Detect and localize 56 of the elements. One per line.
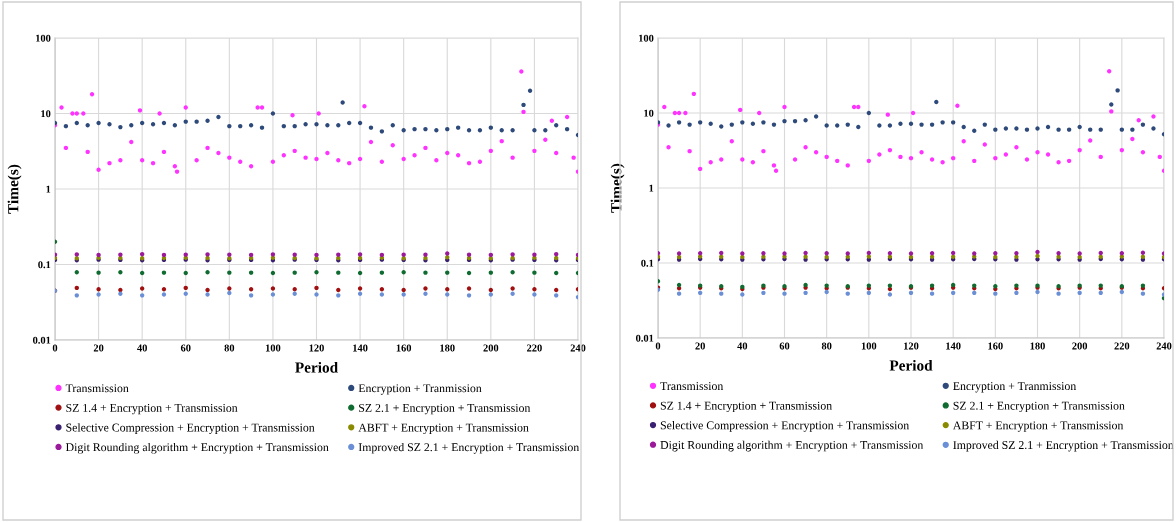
y-tick-label: 1 (46, 185, 51, 193)
legend-label: Encryption + Tranmission (358, 384, 482, 395)
x-tick-label: 180 (440, 344, 455, 352)
x-tick-label: 0 (655, 342, 661, 350)
x-tick-label: 220 (527, 344, 542, 352)
x-tick-label: 80 (821, 342, 832, 350)
y-tick-label: 0.01 (33, 336, 51, 344)
x-tick-label: 140 (946, 342, 961, 350)
y-tick-label: 0.1 (641, 259, 654, 267)
x-tick-label: 40 (737, 342, 748, 350)
y-tick-label: 10 (644, 109, 654, 117)
x-tick-label: 100 (861, 342, 877, 350)
x-tick-label: 20 (93, 344, 104, 352)
x-tick-label: 100 (265, 344, 281, 352)
x-tick-label: 140 (353, 344, 368, 352)
y-tick-label: 10 (41, 110, 51, 118)
legend-label: Digit Rounding algorithm + Encryption + Transmission (65, 442, 329, 454)
legend-label: Improved SZ 2.1 + Encryption + Transmission (953, 440, 1174, 452)
legend-label: Transmission (65, 384, 129, 393)
y-tick-label: 0.1 (38, 261, 51, 269)
x-tick-label: 220 (1114, 342, 1130, 350)
x-tick-label: 20 (695, 342, 705, 350)
legend-label: SZ 1.4 + Encryption + Transmission (660, 401, 832, 413)
x-tick-label: 120 (904, 342, 919, 350)
y-tick-label: 100 (36, 34, 51, 42)
y-tick-label: 0.01 (636, 334, 654, 342)
x-tick-label: 60 (180, 344, 191, 352)
x-tick-label: 40 (137, 344, 147, 352)
x-tick-label: 0 (52, 344, 58, 352)
legend-label: SZ 2.1 + Encryption + Transmission (359, 403, 531, 415)
y-tick-label: 100 (639, 34, 654, 42)
x-tick-label: 80 (224, 344, 235, 352)
legend-label: ABFT + Encryption + Transmission (358, 423, 529, 434)
y-axis-title: Time(s) (7, 164, 22, 214)
legend-label: Transmission (660, 382, 724, 391)
x-tick-label: 240 (570, 344, 586, 352)
legend-label: Selective Compression + Encryption + Transmission (660, 420, 910, 432)
legend-label: Selective Compression + Encryption + Transmission (66, 423, 315, 434)
legend-label: Digit Rounding algorithm + Encryption + Transmission (660, 440, 924, 452)
legend-label: ABFT + Encryption + Transmission (952, 421, 1124, 432)
x-tick-label: 120 (309, 344, 324, 352)
y-tick-label: 1 (649, 184, 654, 192)
legend-label: Improved SZ 2.1 + Encryption + Transmission (358, 442, 580, 454)
x-tick-label: 240 (1156, 342, 1172, 350)
x-tick-label: 160 (396, 344, 412, 352)
legend-label: SZ 1.4 + Encryption + Transmission (66, 403, 238, 415)
x-tick-label: 60 (779, 342, 790, 350)
legend-label: Encryption + Tranmission (953, 382, 1077, 393)
x-axis-title: Period (295, 361, 338, 373)
x-axis-title: Period (889, 359, 933, 371)
legend-label: SZ 2.1 + Encryption + Transmission (953, 401, 1125, 413)
y-axis-title: Time(s) (610, 163, 625, 213)
x-tick-label: 200 (483, 344, 499, 352)
x-tick-label: 200 (1072, 342, 1088, 350)
x-tick-label: 180 (1030, 342, 1045, 350)
x-tick-label: 160 (988, 342, 1003, 350)
